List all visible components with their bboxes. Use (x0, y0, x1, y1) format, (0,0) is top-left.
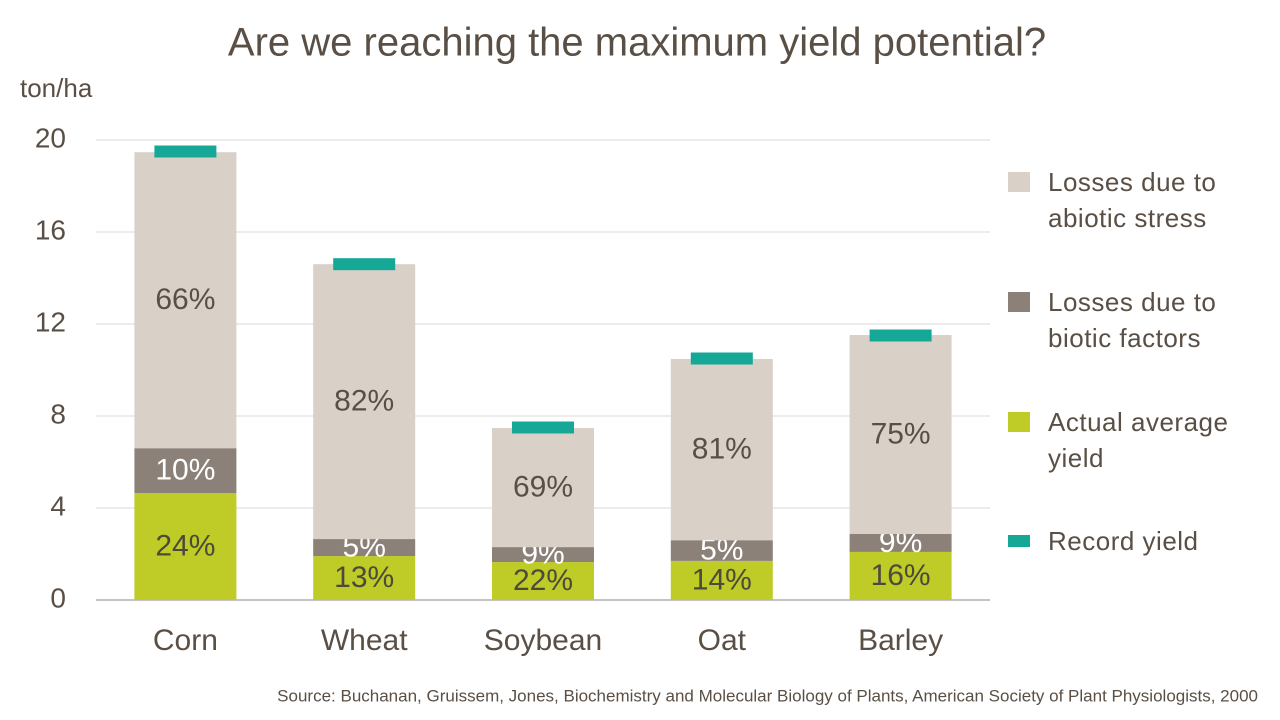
legend-swatch (1008, 535, 1030, 547)
bar-segment (492, 562, 594, 600)
record-marker (690, 352, 753, 365)
y-tick-label: 12 (35, 306, 66, 337)
y-tick-label: 20 (35, 122, 66, 153)
y-tick-label: 4 (50, 490, 66, 521)
segment-label: 13% (334, 561, 394, 594)
legend-label: Record yield (1048, 526, 1199, 556)
legend-item: Record yield (1008, 523, 1248, 559)
bar-segment (313, 556, 416, 600)
segment-label: 82% (334, 385, 394, 418)
segment-label: 16% (871, 559, 931, 592)
segment-label: 22% (513, 564, 573, 597)
segment-label: 24% (155, 529, 215, 562)
legend-swatch (1008, 412, 1030, 432)
y-tick-label: 8 (50, 398, 66, 429)
x-tick-label: Corn (153, 624, 218, 657)
segment-label: 75% (871, 417, 931, 450)
record-marker (333, 258, 396, 271)
bar-segment (492, 547, 594, 563)
legend-label: Losses due to biotic factors (1048, 287, 1217, 353)
x-tick-label: Wheat (321, 624, 408, 657)
legend-item: Actual average yield (1008, 404, 1248, 476)
y-tick-label: 16 (35, 214, 66, 245)
source-note: Source: Buchanan, Gruissem, Jones, Bioch… (277, 686, 1258, 705)
record-marker (512, 421, 574, 434)
legend-swatch (1008, 292, 1030, 312)
y-tick-label: 0 (50, 582, 66, 613)
legend-item: Losses due to abiotic stress (1008, 164, 1248, 236)
x-tick-label: Barley (858, 624, 943, 657)
bar-segment (849, 533, 952, 552)
segment-label: 14% (692, 563, 752, 596)
x-tick-label: Soybean (484, 624, 602, 657)
segment-label: 66% (155, 283, 215, 316)
segment-label: 10% (155, 454, 215, 487)
bar-segment (849, 335, 952, 534)
record-marker (154, 145, 217, 158)
bar-segment (313, 539, 416, 557)
legend-label: Actual average yield (1048, 407, 1229, 473)
bar-segment (670, 560, 773, 600)
segment-label: 69% (513, 470, 573, 503)
bar-segment (134, 493, 237, 600)
bar-segment (134, 152, 237, 449)
bar-segment (670, 540, 773, 561)
bar-segment (313, 264, 416, 540)
y-axis-label: ton/ha (20, 73, 93, 103)
legend-label: Losses due to abiotic stress (1048, 167, 1217, 233)
legend-swatch (1008, 172, 1030, 192)
chart-title: Are we reaching the maximum yield potent… (228, 21, 1046, 65)
record-marker (869, 329, 932, 342)
segment-label: 81% (692, 433, 752, 466)
bar-segment (134, 448, 237, 494)
legend-item: Losses due to biotic factors (1008, 284, 1248, 356)
x-tick-label: Oat (698, 624, 747, 657)
bar-segment (492, 427, 594, 548)
bar-segment (670, 358, 773, 541)
bar-segment (849, 551, 952, 600)
